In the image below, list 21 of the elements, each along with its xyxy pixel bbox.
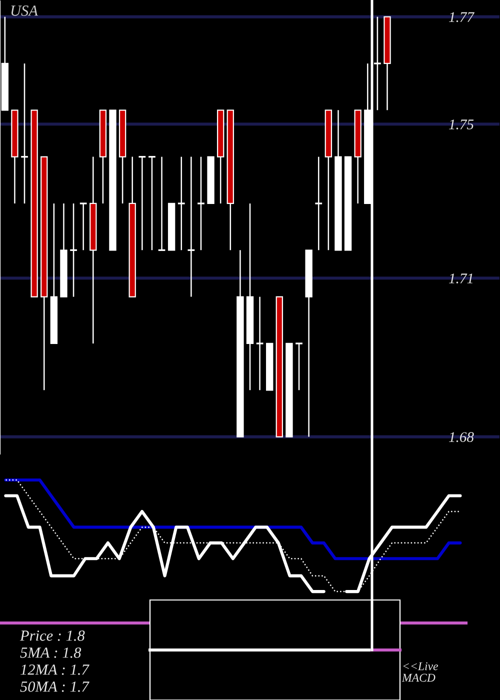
candlestick: [186, 156, 196, 298]
y-tick-label: 1.68: [449, 432, 474, 442]
text: 50MA : 1.7: [20, 682, 90, 692]
text: <<Live MACD: [402, 662, 438, 682]
chart-title: USA: [11, 6, 38, 16]
candlestick: [177, 156, 186, 251]
text: 5MA : 1.8: [20, 648, 82, 658]
candlestick: [256, 296, 264, 391]
candlestick: [79, 202, 88, 251]
y-tick-label: 1.75: [449, 120, 474, 130]
y-tick-label: 1.77: [449, 12, 474, 22]
text: Price : 1.8: [20, 630, 85, 641]
candlestick: [148, 156, 156, 251]
candlestick: [294, 342, 304, 391]
candlestick: [138, 156, 146, 251]
candlestick: [196, 156, 206, 251]
candlestick: [314, 156, 323, 251]
y-tick-label: 1.71: [449, 274, 472, 284]
candlestick: [69, 202, 78, 298]
text: 12MA : 1.7: [20, 664, 90, 675]
candlestick: [20, 62, 29, 204]
